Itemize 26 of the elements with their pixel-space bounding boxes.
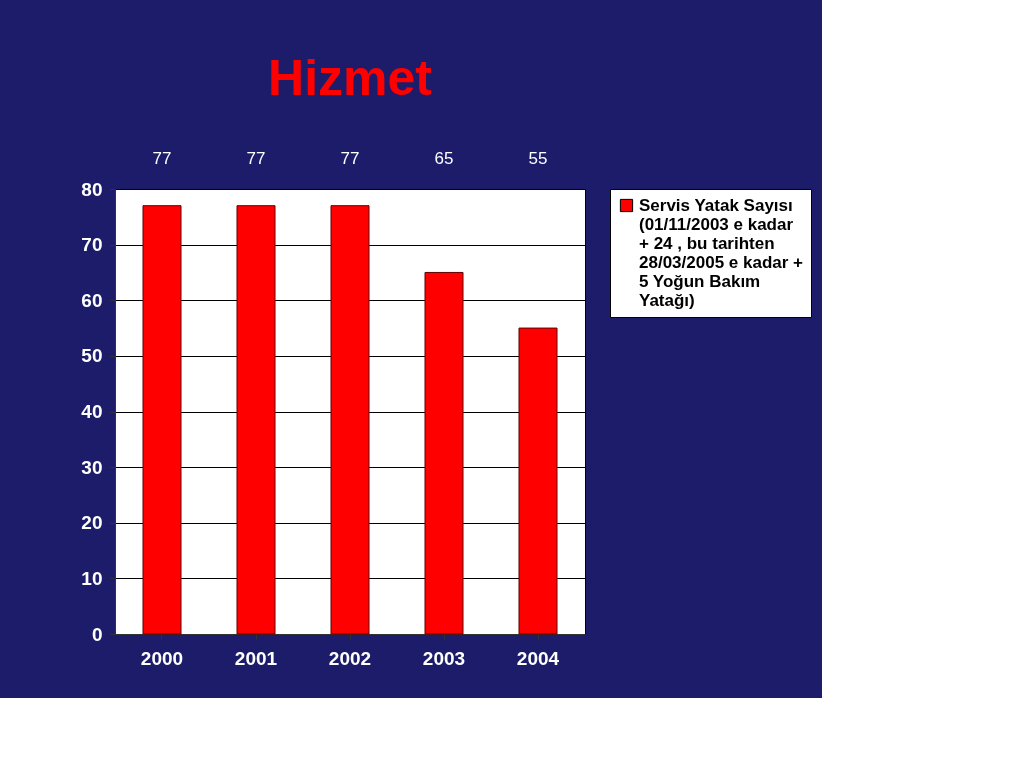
x-tick-label: 2002 — [328, 647, 372, 669]
x-tick-label: 2003 — [422, 647, 466, 669]
y-tick-label: 0 — [91, 623, 103, 645]
data-label: 55 — [528, 149, 548, 168]
y-tick-label: 20 — [81, 512, 103, 534]
data-label: 77 — [340, 149, 360, 168]
data-label: 65 — [434, 149, 454, 168]
bar — [518, 327, 558, 635]
x-tick-label: 2001 — [234, 647, 278, 669]
bar — [236, 205, 276, 635]
y-tick-label: 40 — [81, 401, 103, 422]
chart-title: Hizmet — [268, 50, 433, 106]
bar — [330, 205, 370, 635]
data-label: 77 — [246, 149, 266, 168]
y-tick-label: 10 — [81, 567, 103, 589]
legend-label: Servis Yatak Sayısı (01/11/2003 e kadar + 24 , bu tarihten 28/03/2005 e kadar + 5 Yoğun Bakım Yatağı) — [639, 195, 804, 310]
bar — [142, 205, 182, 635]
y-tick-label: 30 — [81, 456, 103, 478]
data-label: 77 — [152, 149, 172, 168]
x-tick-label: 2000 — [140, 647, 184, 669]
y-tick-label: 70 — [81, 234, 103, 256]
bar — [424, 271, 464, 635]
x-tick-label: 2004 — [516, 647, 560, 669]
y-tick-label: 60 — [81, 289, 103, 311]
y-tick-label: 80 — [81, 178, 103, 200]
y-tick-label: 50 — [81, 345, 103, 367]
